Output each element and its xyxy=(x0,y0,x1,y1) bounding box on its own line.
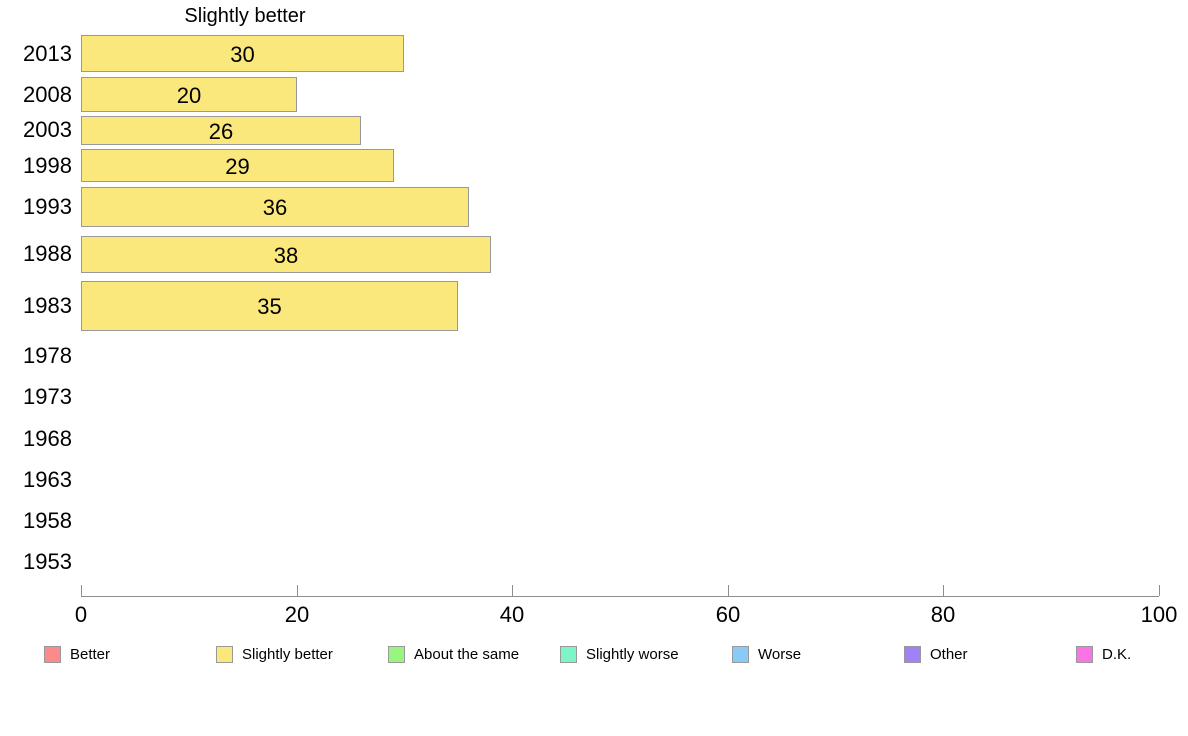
y-axis-label: 1993 xyxy=(23,194,72,219)
y-axis-label: 2013 xyxy=(23,41,72,66)
legend-label: Other xyxy=(930,646,968,663)
legend-swatch xyxy=(44,646,61,663)
bar: 20 xyxy=(81,77,297,112)
legend-swatch xyxy=(1076,646,1093,663)
bar-value-label: 38 xyxy=(273,243,299,268)
legend-swatch xyxy=(904,646,921,663)
legend-swatch xyxy=(216,646,233,663)
x-axis-tick xyxy=(1159,585,1160,596)
x-axis-tick xyxy=(512,585,513,596)
x-axis-line xyxy=(81,596,1159,597)
y-axis-label: 1978 xyxy=(23,343,72,368)
y-axis-label: 2008 xyxy=(23,82,72,107)
legend-swatch xyxy=(732,646,749,663)
y-axis-label: 1958 xyxy=(23,508,72,533)
bar: 30 xyxy=(81,35,404,72)
x-axis-tick-label: 0 xyxy=(74,602,88,627)
legend-swatch xyxy=(388,646,405,663)
bar-value-label: 30 xyxy=(230,42,255,67)
bar-value-label: 36 xyxy=(262,195,288,220)
legend-label: Worse xyxy=(758,646,802,663)
bar: 35 xyxy=(81,281,458,331)
legend-label: Better xyxy=(70,646,111,663)
bar: 36 xyxy=(81,187,469,227)
chart-title: Slightly better xyxy=(184,5,306,27)
bar: 29 xyxy=(81,149,394,182)
x-axis-tick xyxy=(943,585,944,596)
y-axis-label: 1968 xyxy=(23,426,72,451)
bar-value-label: 35 xyxy=(257,294,282,319)
x-axis-tick-label: 20 xyxy=(284,602,310,627)
x-axis-tick-label: 100 xyxy=(1140,602,1178,627)
bar: 26 xyxy=(81,116,361,145)
bar-value-label: 20 xyxy=(176,83,202,108)
y-axis-label: 1998 xyxy=(23,153,72,178)
y-axis-label: 1988 xyxy=(23,241,72,266)
bar-value-label: 26 xyxy=(208,119,234,144)
y-axis-label: 1983 xyxy=(23,293,72,318)
x-axis-tick xyxy=(728,585,729,596)
x-axis-tick-label: 60 xyxy=(715,602,741,627)
legend-label: Slightly worse xyxy=(586,646,679,663)
bar-value-label: 29 xyxy=(225,154,250,179)
y-axis-label: 1973 xyxy=(23,384,72,409)
x-axis-tick xyxy=(297,585,298,596)
x-axis-tick-label: 80 xyxy=(930,602,956,627)
legend-label: Slightly better xyxy=(242,646,333,663)
x-axis-tick xyxy=(81,585,82,596)
y-axis-label: 1963 xyxy=(23,467,72,492)
y-axis-label: 2003 xyxy=(23,117,72,142)
legend-label: About the same xyxy=(414,646,520,663)
y-axis-label: 1953 xyxy=(23,549,72,574)
x-axis-tick-label: 40 xyxy=(499,602,525,627)
bar: 38 xyxy=(81,236,491,273)
legend-swatch xyxy=(560,646,577,663)
legend-label: D.K. xyxy=(1102,646,1132,663)
